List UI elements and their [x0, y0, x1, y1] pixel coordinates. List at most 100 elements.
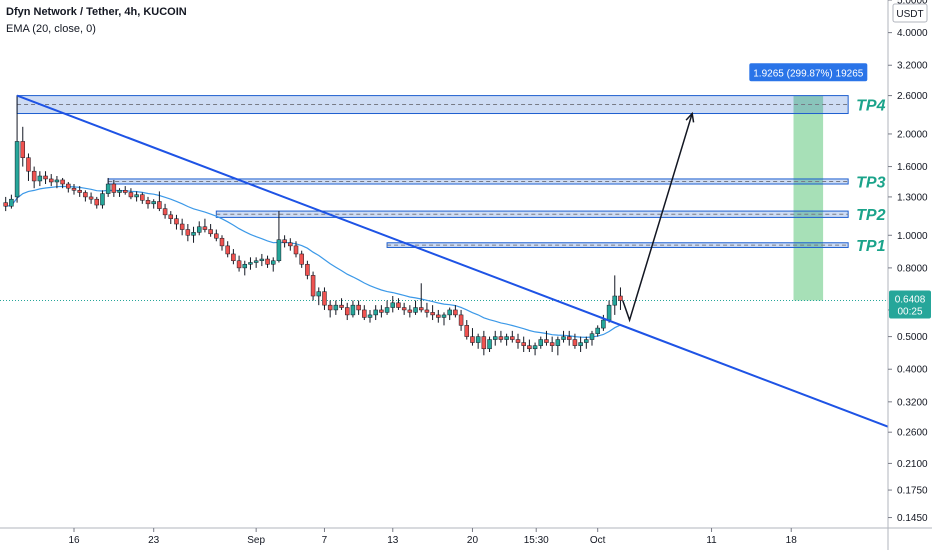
candle-body [20, 141, 26, 158]
candle-body [179, 223, 185, 230]
candle-body [305, 264, 310, 276]
candle-body [71, 187, 77, 191]
candle-body [595, 327, 600, 334]
candle-body [77, 190, 82, 193]
candle-body [333, 304, 339, 311]
candle-body [362, 309, 367, 318]
candle-body [88, 196, 94, 200]
candle-body [185, 229, 191, 236]
currency-badge[interactable] [892, 3, 928, 23]
candle-body [390, 302, 396, 308]
candle-body [561, 336, 566, 340]
y-tick-label: 0.2100 [897, 459, 928, 470]
candle-body [54, 179, 60, 183]
candle-body [310, 275, 316, 297]
trendline[interactable] [16, 94, 889, 428]
candle-body [242, 264, 248, 269]
candle-body [612, 295, 618, 306]
candle-body [43, 175, 48, 180]
candle-body [162, 208, 168, 216]
candle-body [31, 170, 37, 182]
candle-body [424, 309, 430, 313]
candle-body [470, 336, 475, 343]
candle-body [549, 342, 555, 346]
zone-label-tp2: TP2 [856, 207, 885, 224]
candle-body [401, 307, 407, 311]
y-tick-label: 1.0000 [897, 231, 928, 242]
candle-body [66, 183, 71, 189]
candle-body [350, 304, 356, 316]
candle-body [584, 339, 589, 343]
candle-body [288, 242, 293, 247]
candle-body [418, 307, 424, 311]
candle-body [94, 198, 100, 206]
y-tick-label: 4.0000 [897, 28, 928, 39]
y-tick-label: 0.4000 [897, 365, 928, 376]
candle-body [356, 304, 361, 311]
candle-body [299, 253, 304, 265]
candle-body [510, 336, 515, 340]
candle-body [555, 339, 561, 346]
candle-body [122, 190, 128, 193]
zone-tp1[interactable] [386, 242, 849, 248]
zone-label-tp3: TP3 [856, 174, 885, 191]
target-box [793, 95, 824, 301]
candle-body [379, 309, 384, 313]
x-tick-label: Oct [590, 535, 606, 546]
x-tick-label: 20 [467, 535, 479, 546]
candle-body [208, 229, 213, 235]
candle-body [606, 304, 612, 321]
candle-body [436, 314, 441, 318]
candle-body [37, 175, 43, 182]
candle-body [231, 253, 236, 262]
candle-body [253, 260, 259, 263]
x-tick-label: 16 [68, 535, 80, 546]
candle-body [453, 309, 458, 316]
current-price-label: 0.6408 [895, 295, 926, 306]
candle-body [367, 314, 373, 318]
candle-body [191, 232, 196, 236]
candle-body [219, 237, 225, 247]
currency-label: USDT [896, 9, 923, 20]
candle-body [282, 239, 287, 244]
candle-body [515, 339, 521, 343]
candle-body [60, 179, 65, 185]
y-tick-label: 0.8000 [897, 263, 928, 274]
y-tick-label: 0.3200 [897, 397, 928, 408]
countdown-timer: 00:25 [897, 307, 922, 318]
candle-body [566, 336, 572, 340]
candle-body [498, 336, 504, 340]
candle-body [236, 260, 242, 269]
candle-body [487, 339, 492, 350]
candle-body [128, 192, 134, 198]
y-tick-label: 0.1750 [897, 486, 928, 497]
candle-body [293, 245, 299, 255]
y-tick-label: 5.0000 [897, 0, 928, 7]
candle-body [373, 309, 378, 316]
y-tick-label: 3.2000 [897, 61, 928, 72]
candle-body [225, 245, 230, 255]
candle-body [3, 202, 8, 207]
candle-body [214, 233, 219, 239]
zone-tp3[interactable] [107, 178, 849, 185]
candle-body [413, 307, 418, 313]
candle-body [9, 198, 14, 207]
candle-body [396, 302, 401, 308]
candle-body [276, 239, 282, 262]
candle-body [248, 262, 253, 265]
zone-label-tp1: TP1 [856, 238, 885, 255]
x-tick-label: 11 [706, 535, 717, 546]
candle-body [100, 193, 105, 206]
zone-label-tp4: TP4 [856, 98, 885, 115]
candle-body [322, 291, 327, 306]
candle-body [105, 183, 111, 194]
candle-body [145, 200, 151, 205]
measure-label-box [749, 63, 868, 82]
candle-body [384, 307, 390, 313]
candle-body [117, 190, 122, 193]
candle-body [111, 183, 117, 193]
candle-body [259, 258, 265, 262]
candle-body [270, 260, 276, 265]
candle-body [430, 312, 435, 316]
